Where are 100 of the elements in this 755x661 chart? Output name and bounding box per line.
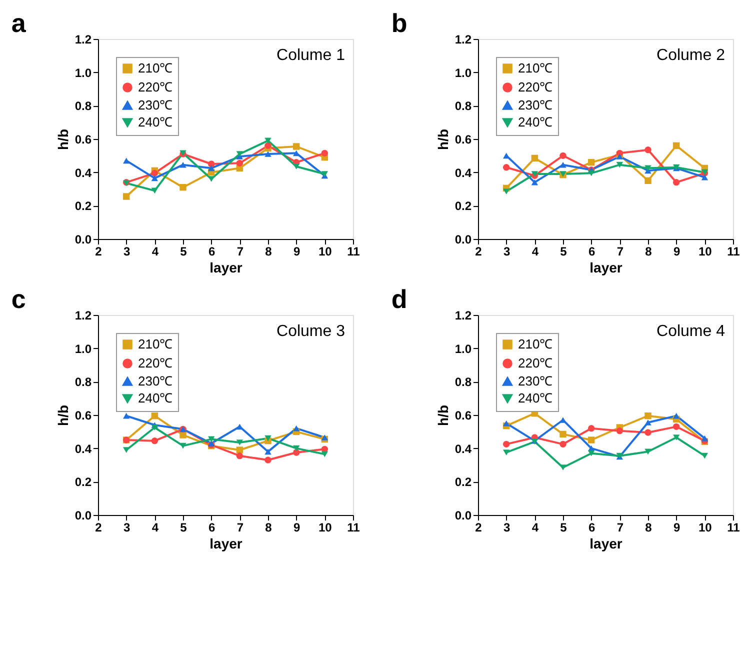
x-tick-label: 5	[560, 244, 568, 258]
point	[151, 188, 158, 194]
x-tick-label: 3	[503, 520, 510, 534]
legend-label: 240℃	[518, 114, 553, 130]
x-tick-label: 2	[475, 520, 482, 534]
x-tick-label: 6	[208, 244, 216, 258]
point	[122, 193, 130, 200]
x-tick-label: 8	[265, 520, 272, 534]
y-tick-label: 0.8	[454, 99, 472, 114]
x-tick-label: 8	[645, 244, 652, 258]
y-tick-label: 1.2	[74, 308, 92, 322]
x-axis-title: layer	[590, 536, 623, 552]
y-tick-label: 1.0	[454, 342, 472, 356]
point	[644, 448, 652, 455]
y-tick-label: 0.2	[454, 199, 472, 214]
point	[122, 412, 130, 419]
point	[236, 446, 244, 454]
legend-label: 210℃	[138, 60, 173, 76]
point	[644, 429, 652, 436]
x-tick-label: 11	[727, 244, 740, 258]
point	[180, 184, 186, 191]
point	[236, 160, 244, 167]
x-tick-label: 11	[347, 244, 360, 258]
point	[560, 162, 566, 168]
y-tick-label: 1.2	[454, 32, 472, 46]
y-tick-label: 0.2	[454, 475, 472, 490]
chart-title: b	[391, 8, 408, 38]
point	[588, 170, 595, 176]
point	[264, 435, 272, 442]
x-tick-label: 9	[673, 244, 680, 258]
legend-label: 220℃	[138, 80, 173, 94]
chart-title: a	[11, 8, 26, 38]
y-tick-label: 0.0	[74, 232, 92, 246]
annotation: Colume 1	[276, 47, 346, 64]
x-tick-label: 3	[123, 520, 130, 534]
point	[644, 412, 652, 420]
point	[502, 450, 510, 456]
y-tick-label: 1.2	[454, 308, 472, 322]
legend-label: 210℃	[518, 336, 553, 352]
point	[560, 464, 566, 470]
x-tick-label: 5	[560, 520, 568, 534]
y-tick-label: 0.6	[454, 132, 472, 146]
point	[292, 445, 300, 452]
point	[672, 412, 680, 419]
y-tick-label: 0.6	[74, 408, 92, 422]
legend-label: 220℃	[138, 356, 173, 370]
point	[616, 427, 624, 434]
y-tick-label: 0.4	[454, 442, 472, 456]
legend-label: 240℃	[138, 114, 173, 130]
point	[644, 165, 652, 172]
x-tick-label: 2	[95, 520, 102, 534]
x-tick-label: 10	[318, 244, 332, 258]
point	[502, 440, 510, 448]
point	[531, 179, 538, 186]
point	[264, 448, 272, 455]
x-tick-label: 11	[347, 520, 360, 534]
point	[180, 432, 186, 438]
point	[672, 434, 680, 440]
point	[531, 171, 538, 177]
point	[292, 164, 300, 170]
annotation: Colume 2	[656, 47, 726, 64]
x-tick-label: 10	[698, 520, 712, 534]
point	[264, 142, 272, 150]
point	[151, 170, 158, 177]
x-tick-label: 4	[532, 244, 539, 258]
point	[321, 434, 328, 440]
point	[531, 154, 538, 162]
x-tick-label: 6	[588, 244, 596, 258]
x-tick-label: 2	[475, 244, 482, 258]
x-axis-title: layer	[210, 536, 243, 552]
x-tick-label: 8	[645, 520, 652, 534]
annotation: Colume 4	[656, 323, 726, 340]
point	[292, 143, 300, 150]
point	[616, 154, 624, 160]
point	[264, 151, 272, 157]
y-axis-title: h/b	[434, 129, 451, 150]
legend-label: 240℃	[138, 390, 173, 406]
point	[236, 452, 244, 460]
y-tick-label: 0.0	[454, 508, 472, 522]
point	[502, 152, 510, 159]
point	[701, 435, 708, 442]
point	[292, 449, 300, 456]
y-tick-label: 0.6	[74, 132, 92, 146]
y-tick-label: 0.8	[74, 375, 92, 390]
x-tick-label: 7	[616, 244, 624, 258]
x-tick-label: 4	[152, 520, 159, 534]
point	[560, 430, 566, 438]
point	[122, 158, 130, 164]
legend-label: 220℃	[518, 356, 553, 370]
x-tick-label: 7	[236, 520, 244, 534]
point	[208, 165, 215, 172]
y-axis-title: h/b	[54, 129, 71, 150]
legend-label: 210℃	[138, 336, 173, 352]
point	[588, 450, 595, 456]
x-tick-label: 9	[293, 520, 300, 534]
point	[180, 442, 186, 449]
x-tick-label: 5	[180, 520, 188, 534]
x-tick-label: 10	[698, 244, 712, 258]
x-tick-label: 4	[152, 244, 159, 258]
x-axis-title: layer	[590, 260, 623, 276]
